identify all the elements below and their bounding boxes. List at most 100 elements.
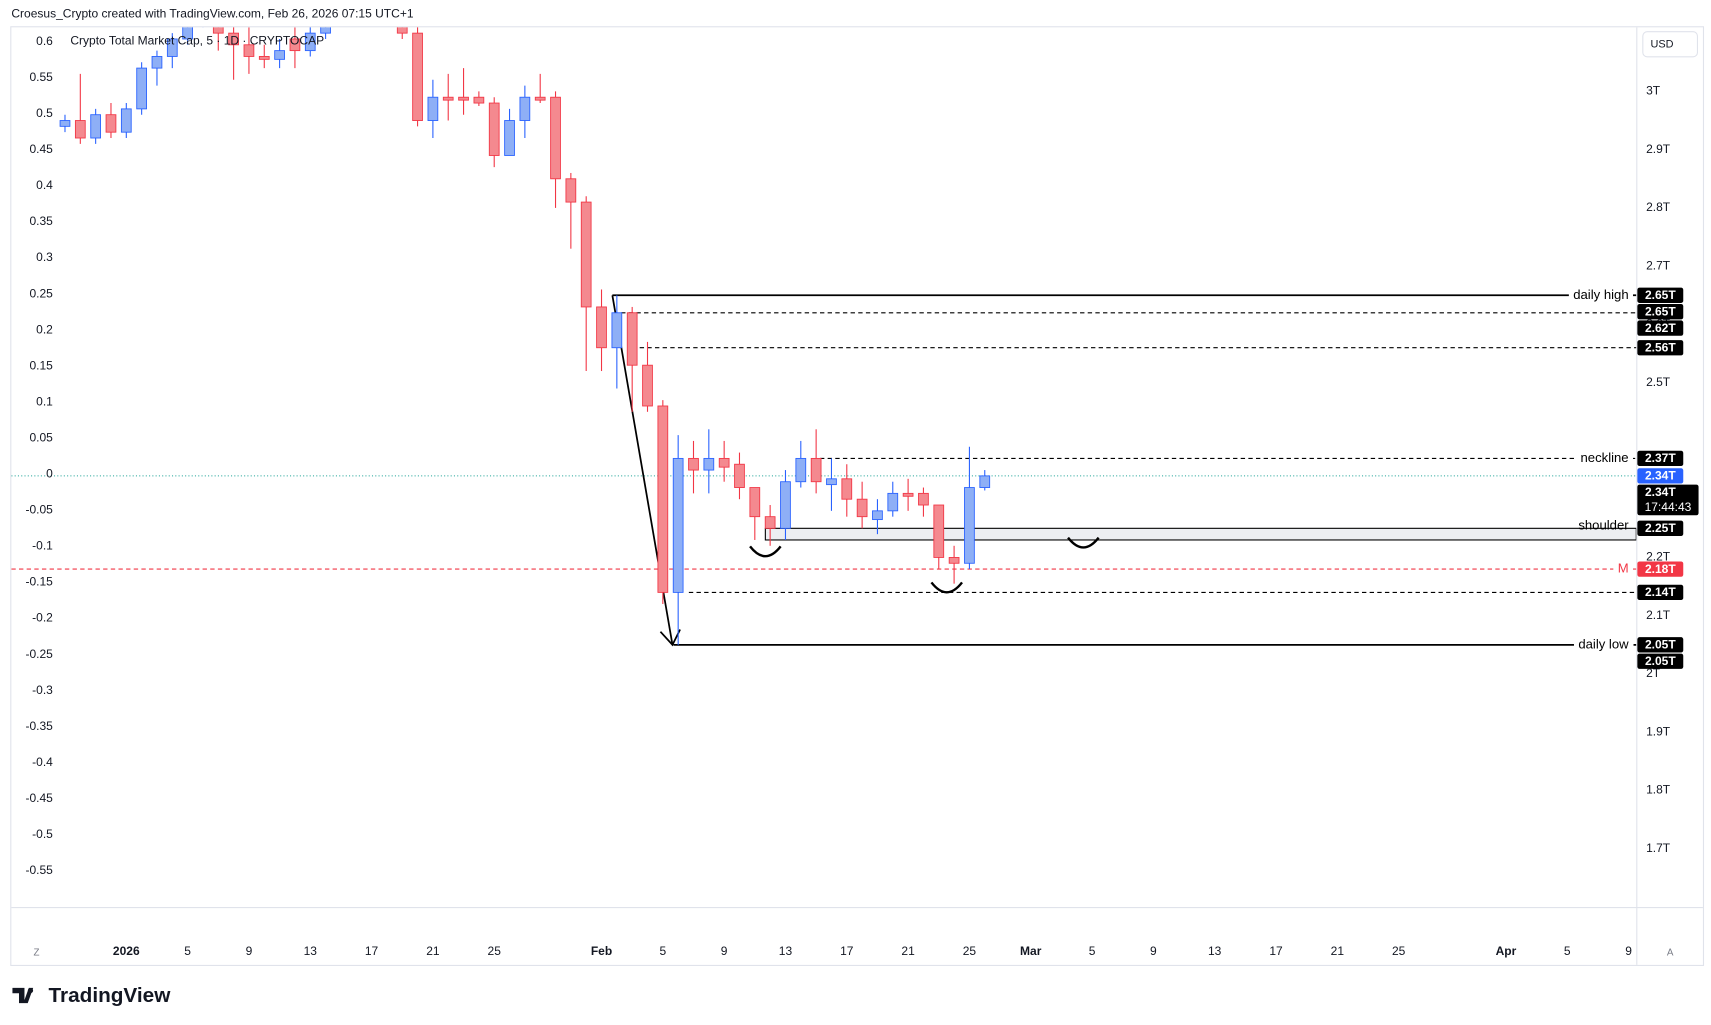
x-tick-label: 9 xyxy=(1150,944,1157,958)
header: Croesus_Crypto created with TradingView.… xyxy=(11,6,414,20)
branding: TradingView xyxy=(49,984,172,1007)
left-tick-label: 0.5 xyxy=(36,106,53,120)
candle-body xyxy=(59,120,71,127)
label-bg xyxy=(1613,560,1633,576)
y-tick-label: 2.1T xyxy=(1646,608,1671,622)
candle-body xyxy=(412,32,423,121)
left-tick-label: -0.5 xyxy=(32,827,53,841)
candle-body xyxy=(672,457,684,593)
countdown: 17:44:43 xyxy=(1645,500,1692,514)
x-tick-label: 9 xyxy=(246,944,253,958)
candle-body xyxy=(626,312,638,366)
candle-body xyxy=(764,516,776,529)
candle-body xyxy=(734,463,745,488)
x-tick-label: 5 xyxy=(1089,944,1096,958)
left-tick-label: 0.55 xyxy=(29,70,53,84)
left-tick-label: 0.2 xyxy=(36,322,53,336)
candle-body xyxy=(442,96,454,101)
left-tick-label: -0.55 xyxy=(25,863,53,877)
left-tick-label: 0.45 xyxy=(29,142,53,156)
price-label-box xyxy=(1637,450,1684,467)
left-tick-label: 0.35 xyxy=(29,214,53,228)
y-tick-label: 2.2T xyxy=(1646,550,1671,564)
candle-body xyxy=(90,114,102,139)
price-label: 2.05T xyxy=(1645,638,1676,652)
y-tick-label: 1.9T xyxy=(1646,724,1671,738)
y-tick-label: 2.7T xyxy=(1646,258,1671,272)
price-label-box xyxy=(1637,520,1684,536)
candle-body xyxy=(918,492,929,506)
left-tick-label: -0.2 xyxy=(32,611,53,625)
x-tick-label: 5 xyxy=(184,944,191,958)
candle-body xyxy=(795,457,807,483)
price-label: 2.56T xyxy=(1645,340,1676,354)
candle-body xyxy=(534,96,546,101)
price-label: 2.65T xyxy=(1645,288,1676,302)
candle-body xyxy=(182,27,193,40)
candle-body xyxy=(258,56,270,60)
candle-body xyxy=(657,405,669,593)
candle-body xyxy=(826,478,837,486)
candle-body xyxy=(810,457,822,483)
candle-body xyxy=(933,504,945,558)
legend: Crypto Total Market Cap, 5 · 1D · CRYPTO… xyxy=(70,34,324,48)
left-tick-label: -0.25 xyxy=(25,647,53,661)
left-tick-label: -0.05 xyxy=(25,503,53,517)
y-tick-label: 1.8T xyxy=(1646,783,1671,797)
x-tick-label: 21 xyxy=(901,944,915,958)
axes: 0.6 0.55 0.5 0.45 0.4 0.35 0.3 0.25 0.2 0.15 0.1 0.… xyxy=(25,31,1699,958)
x-tick-label: 25 xyxy=(1392,944,1406,958)
candle-body xyxy=(580,201,592,308)
candle-body xyxy=(74,120,86,139)
chart-frame xyxy=(10,26,1705,966)
scale-button: A xyxy=(1667,947,1674,958)
price-label-box xyxy=(1637,340,1684,356)
scale-button: Z xyxy=(33,947,39,958)
logo-mark xyxy=(12,987,34,1004)
left-tick-label: 0.15 xyxy=(29,358,53,372)
candle-body xyxy=(473,96,485,104)
price-label-box xyxy=(1637,484,1699,516)
left-tick-label: -0.15 xyxy=(25,575,53,589)
x-tick-label: 17 xyxy=(1269,944,1283,958)
price-label-box xyxy=(1637,653,1684,669)
candle-body xyxy=(948,557,960,564)
x-tick-label: 5 xyxy=(659,944,666,958)
candle-body xyxy=(274,50,285,60)
candle-body xyxy=(228,32,239,46)
left-tick-label: -0.3 xyxy=(32,683,53,697)
candle-body xyxy=(902,492,914,497)
pattern-arc xyxy=(749,545,782,558)
x-tick-label: 17 xyxy=(840,944,854,958)
candle-body xyxy=(718,457,730,468)
candle-body xyxy=(611,312,623,349)
candle-body xyxy=(642,364,653,407)
left-tick-label: 0.4 xyxy=(36,178,53,192)
candle-body xyxy=(488,102,500,156)
left-tick-label: -0.35 xyxy=(25,719,53,733)
price-label-box xyxy=(1637,320,1684,336)
price-label: 2.34T xyxy=(1645,485,1676,499)
x-tick-label: 2026 xyxy=(113,944,140,958)
pattern-arc xyxy=(1067,536,1100,549)
candle-body xyxy=(320,27,331,34)
candle-body xyxy=(458,96,469,101)
price-label: 2.18T xyxy=(1645,562,1676,576)
x-tick-label: 5 xyxy=(1564,944,1571,958)
candle-body xyxy=(688,457,699,471)
level-label: daily high xyxy=(1573,287,1628,302)
price-label: 2.37T xyxy=(1645,451,1676,465)
price-label-box xyxy=(1637,561,1684,577)
candle-body xyxy=(780,481,791,529)
y-tick-label: 1.7T xyxy=(1646,841,1671,855)
price-label-box xyxy=(1637,468,1684,484)
x-tick-label: Mar xyxy=(1020,944,1042,958)
price-label-box xyxy=(1637,637,1684,653)
candle-body xyxy=(243,44,255,57)
left-tick-label: 0.6 xyxy=(36,34,53,48)
x-tick-label: Apr xyxy=(1496,944,1517,958)
y-tick-label: 2.8T xyxy=(1646,200,1671,214)
level-label: neckline xyxy=(1581,450,1629,465)
